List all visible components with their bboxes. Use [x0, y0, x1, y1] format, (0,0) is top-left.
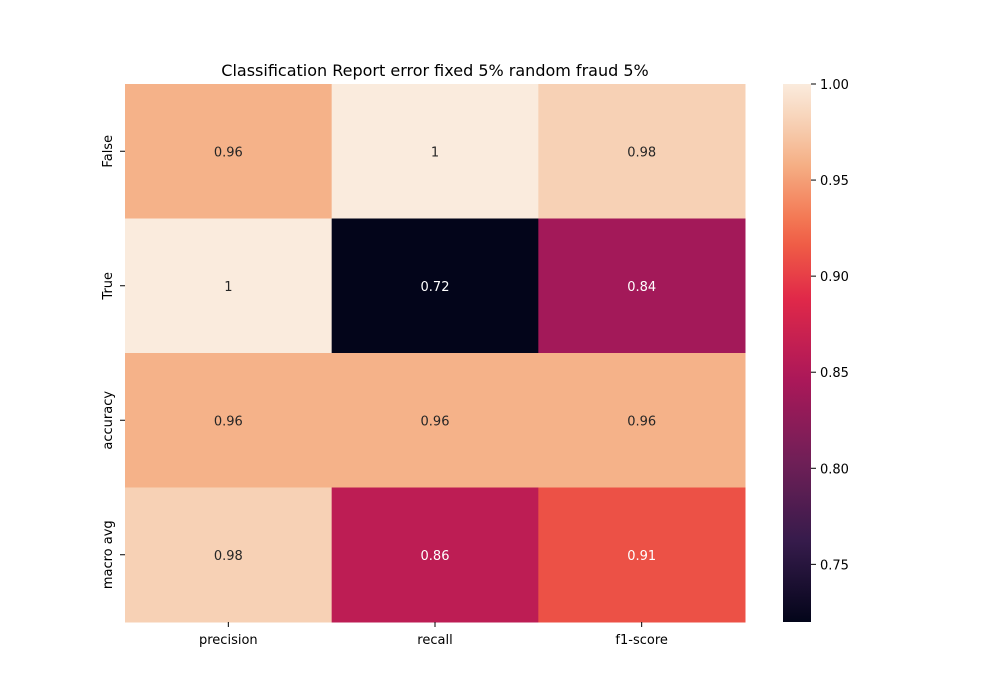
cell-value-label: 0.96: [214, 414, 243, 429]
heatmap-cell: [125, 487, 333, 623]
colorbar-gradient: [783, 84, 811, 622]
heatmap-cell: [125, 353, 333, 488]
chart-title: Classification Report error fixed 5% ran…: [221, 61, 648, 80]
heatmap-cell: [331, 84, 539, 219]
colorbar-tick-label: 1.00: [820, 78, 849, 93]
heatmap-cells: 0.96 1 0.98 1 0.72 0.84 0.96 0.96 0.96 0.98 0.86 0.…: [125, 84, 746, 623]
cell-value-label: 0.86: [421, 549, 450, 564]
cell-value-label: 1: [431, 145, 439, 160]
cell-value-label: 0.96: [214, 145, 243, 160]
colorbar-tick-label: 0.80: [820, 462, 849, 477]
cell-value-label: 1: [224, 280, 232, 295]
cell-value-label: 0.96: [627, 414, 656, 429]
cell-value-label: 0.91: [627, 549, 656, 564]
colorbar-tick-label: 0.90: [820, 270, 849, 285]
x-tick-label: precision: [199, 633, 258, 648]
cell-value-label: 0.72: [421, 280, 450, 295]
y-tick-label: True: [101, 272, 116, 301]
heatmap-cell: [331, 353, 539, 488]
heatmap-cell: [125, 84, 333, 219]
heatmap-cell: [331, 218, 539, 354]
colorbar-tick-label: 0.75: [820, 558, 849, 573]
x-axis: precision recall f1-score: [199, 622, 668, 648]
heatmap-cell: [331, 487, 539, 623]
heatmap-cell: [538, 218, 746, 354]
cell-value-label: 0.84: [627, 280, 656, 295]
heatmap-cell: [538, 487, 746, 623]
x-tick-label: recall: [417, 633, 452, 648]
heatmap-cell: [538, 84, 746, 219]
y-tick-label: False: [101, 135, 116, 168]
heatmap-cell: [538, 353, 746, 488]
x-tick-label: f1-score: [615, 633, 667, 648]
y-tick-label: macro avg: [101, 520, 116, 589]
y-tick-label: accuracy: [101, 391, 116, 450]
colorbar: 0.75 0.80 0.85 0.90 0.95 1.00: [783, 78, 849, 622]
colorbar-tick-label: 0.85: [820, 366, 849, 381]
y-axis: False True accuracy macro avg: [101, 135, 125, 589]
heatmap-cell: [125, 218, 333, 354]
colorbar-ticks: 0.75 0.80 0.85 0.90 0.95 1.00: [811, 78, 849, 573]
cell-value-label: 0.96: [421, 414, 450, 429]
cell-value-label: 0.98: [627, 145, 656, 160]
cell-value-label: 0.98: [214, 549, 243, 564]
colorbar-tick-label: 0.95: [820, 174, 849, 189]
